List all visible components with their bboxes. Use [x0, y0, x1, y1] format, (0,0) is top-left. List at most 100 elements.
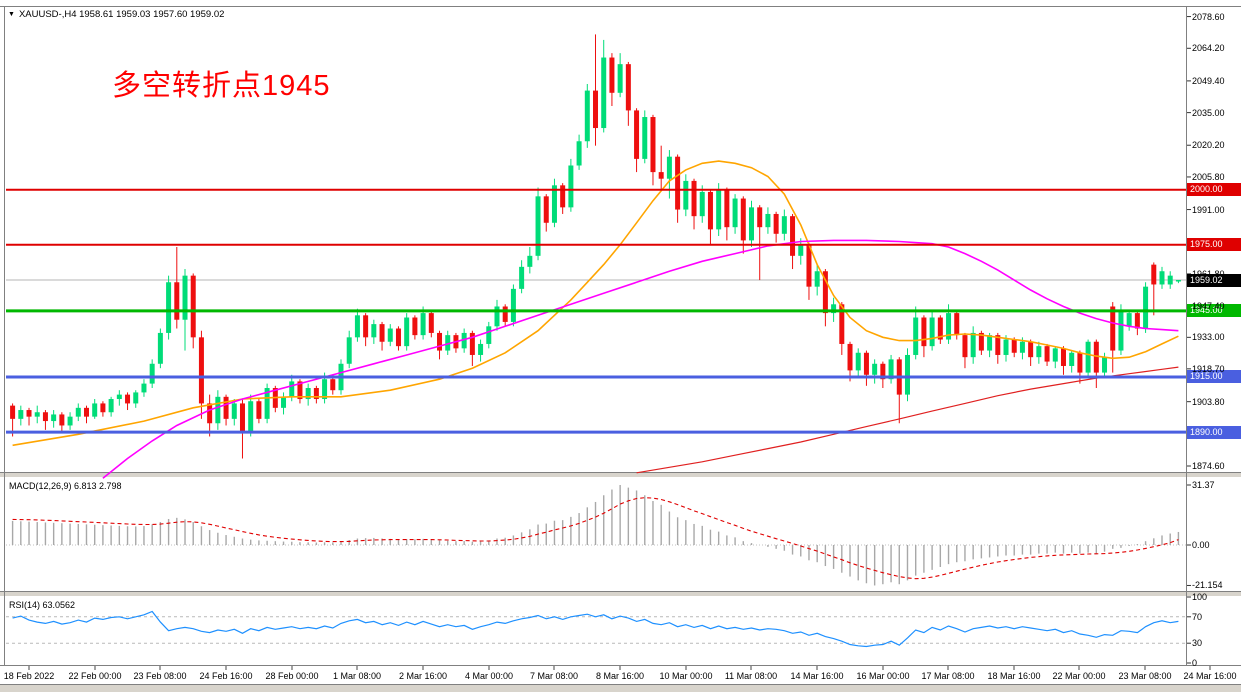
candle-body — [666, 156, 672, 179]
price-tick-label: 2020.20 — [1192, 140, 1225, 151]
candle-body — [313, 388, 319, 400]
candle-body — [560, 185, 566, 208]
candle-body — [543, 196, 549, 223]
price-level-tag-1890.00[interactable]: 1890.00 — [1187, 425, 1241, 439]
price-level-tag-2000.00[interactable]: 2000.00 — [1187, 183, 1241, 197]
candle-body — [166, 282, 172, 333]
price-level-tag-1915.00[interactable]: 1915.00 — [1187, 370, 1241, 384]
candle-body — [847, 343, 853, 371]
candle-body — [1011, 339, 1017, 353]
bottom-strip — [0, 685, 1241, 692]
candle-body — [937, 317, 943, 340]
time-tick-label: 18 Mar 16:00 — [987, 671, 1041, 681]
time-tick-label: 2 Mar 16:00 — [398, 671, 448, 681]
candle-body — [1052, 348, 1058, 362]
candle-body — [478, 343, 484, 355]
candle-body — [527, 255, 533, 267]
candle-body — [921, 317, 927, 347]
price-tick-label: 1991.00 — [1192, 204, 1225, 215]
panel-splitter-1[interactable] — [0, 473, 1241, 477]
candle-body — [683, 180, 689, 210]
candle-body — [1102, 357, 1108, 373]
candle-body — [880, 363, 886, 380]
candle-body — [1151, 264, 1157, 285]
candle-body — [798, 244, 804, 256]
candle-body — [469, 332, 475, 355]
price-level-tag-1975.00[interactable]: 1975.00 — [1187, 238, 1241, 252]
candle-body — [1126, 313, 1132, 327]
candle-body — [519, 266, 525, 289]
time-tick-label: 28 Feb 00:00 — [265, 671, 319, 681]
candle-body — [1143, 286, 1149, 329]
candle-body — [724, 189, 730, 228]
rsi-line[interactable] — [12, 610, 1179, 648]
candle-body — [888, 359, 894, 380]
macd-signal-line[interactable] — [12, 497, 1179, 580]
time-tick-label: 22 Mar 00:00 — [1052, 671, 1106, 681]
candle-body — [675, 156, 681, 210]
candle-body — [379, 324, 385, 342]
candle-body — [601, 57, 607, 129]
candle-body — [281, 396, 287, 408]
time-tick-label: 7 Mar 08:00 — [529, 671, 579, 681]
price-tick-label: 1933.00 — [1192, 332, 1225, 343]
candle-body — [100, 403, 106, 413]
candle-body — [1134, 313, 1140, 329]
candle-body — [437, 332, 443, 351]
candle-body — [297, 381, 303, 400]
chevron-down-icon[interactable]: ▼ — [8, 11, 15, 18]
candle-body — [765, 213, 771, 228]
candle-body — [814, 271, 820, 287]
candle-body — [1028, 341, 1034, 358]
price-tick-label: 2049.40 — [1192, 75, 1225, 86]
candle-body — [412, 317, 418, 336]
candle-body — [1044, 346, 1050, 362]
candle-body — [363, 315, 369, 338]
candle-body — [182, 275, 188, 320]
candle-body — [42, 412, 48, 422]
candle-body — [1093, 341, 1099, 373]
candle-body — [75, 407, 81, 417]
candle-body — [18, 410, 24, 419]
symbol-ohlc-label[interactable]: ▼ XAUUSD-,H4 1958.61 1959.03 1957.60 1959… — [8, 9, 224, 20]
candle-body — [946, 313, 952, 340]
candle-body — [929, 317, 935, 347]
candle-body — [551, 185, 557, 223]
candle-body — [625, 64, 631, 111]
time-tick-label: 23 Mar 08:00 — [1118, 671, 1172, 681]
candle-body — [1085, 341, 1091, 373]
candle-body — [486, 326, 492, 344]
time-tick-label: 10 Mar 00:00 — [659, 671, 713, 681]
price-level-tag-1945.00[interactable]: 1945.00 — [1187, 304, 1241, 318]
panel-splitter-2[interactable] — [0, 592, 1241, 596]
candle-body — [978, 332, 984, 351]
candle-body — [174, 282, 180, 320]
candle-body — [716, 189, 722, 230]
candle-body — [428, 313, 434, 333]
macd-tick-label: 0.00 — [1192, 540, 1210, 550]
time-tick-label: 24 Mar 16:00 — [1183, 671, 1237, 681]
candle-body — [970, 332, 976, 358]
candle-body — [494, 306, 500, 327]
candle-body — [231, 403, 237, 419]
rsi-tick-label: 100 — [1192, 592, 1208, 602]
candle-body — [371, 324, 377, 338]
candle-body — [1167, 275, 1173, 285]
price-tick-label: 1903.80 — [1192, 396, 1225, 407]
candle-body — [248, 401, 254, 433]
candle-body — [264, 388, 270, 419]
time-tick-label: 14 Mar 16:00 — [790, 671, 844, 681]
time-tick-label: 1 Mar 08:00 — [332, 671, 382, 681]
ma-mid-line[interactable] — [102, 239, 1179, 479]
price-tick-label: 1961.80 — [1192, 268, 1225, 279]
candle-body — [1060, 348, 1066, 366]
candle-body — [617, 64, 623, 93]
time-tick-label: 18 Feb 2022 — [3, 671, 55, 681]
current-price-tag: 1959.02 — [1187, 273, 1241, 287]
candle-body — [658, 172, 664, 179]
candle-body — [954, 313, 960, 336]
candle-body — [1003, 339, 1009, 355]
candle-body — [962, 335, 968, 358]
candle-body — [346, 337, 352, 364]
